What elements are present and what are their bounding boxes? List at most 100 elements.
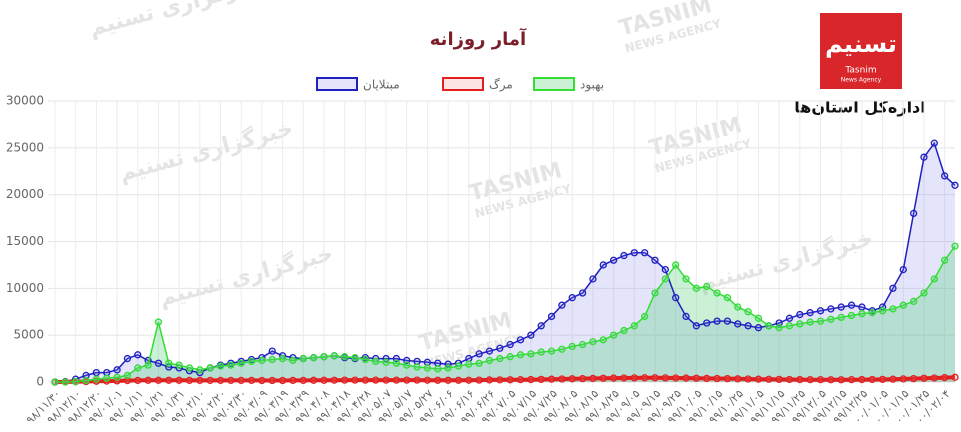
point (599, 374, 607, 382)
point (506, 353, 514, 361)
point (134, 364, 142, 372)
point (682, 312, 690, 321)
point (372, 376, 380, 384)
point (382, 376, 390, 384)
point (216, 376, 225, 385)
point (713, 317, 721, 325)
point (434, 365, 442, 373)
point (909, 297, 918, 306)
point (620, 326, 628, 335)
point (330, 376, 338, 384)
point (578, 289, 587, 297)
point (651, 289, 659, 297)
point (351, 353, 359, 362)
point (537, 375, 545, 384)
point (268, 347, 276, 355)
point (620, 251, 628, 260)
logo-sub: Tasnim (844, 66, 876, 76)
point (909, 209, 918, 218)
legend-swatch (533, 77, 575, 91)
point (858, 309, 866, 318)
point (868, 309, 876, 317)
point (496, 344, 504, 352)
point (754, 375, 763, 383)
point (630, 249, 638, 257)
point (775, 375, 783, 384)
point (858, 375, 866, 384)
watermark-fa: خبرگزاری تسنیم (696, 224, 876, 296)
point (620, 374, 628, 382)
point (144, 376, 152, 384)
point (589, 338, 597, 346)
point (423, 364, 432, 372)
point (465, 360, 473, 368)
legend-label: مرگ (489, 78, 513, 93)
point (692, 284, 701, 292)
point (506, 340, 514, 349)
point (827, 305, 835, 313)
point (703, 319, 711, 327)
point (920, 374, 928, 382)
point (837, 376, 845, 384)
point (165, 376, 173, 384)
point (847, 311, 856, 320)
point (403, 361, 411, 369)
point (299, 354, 307, 363)
point (547, 347, 556, 355)
point (392, 376, 401, 384)
point (765, 375, 773, 383)
point (289, 356, 297, 365)
point (578, 374, 587, 383)
point (609, 374, 618, 382)
legend-swatch (442, 77, 484, 91)
point (289, 376, 297, 385)
point (175, 361, 183, 369)
point (847, 376, 856, 384)
point (61, 378, 69, 386)
point (206, 376, 214, 385)
logo-text: تسنیم (825, 30, 897, 58)
y-tick-label: 5000 (13, 328, 44, 342)
point (465, 376, 473, 384)
point (651, 256, 659, 264)
point (723, 317, 732, 325)
point (568, 342, 576, 351)
point (103, 374, 111, 382)
legend-swatch (316, 77, 358, 91)
point (444, 364, 452, 372)
point (154, 359, 163, 367)
point (816, 307, 825, 315)
point (547, 375, 556, 383)
point (113, 373, 121, 381)
point (496, 354, 504, 363)
series-line (55, 245, 956, 383)
point (123, 371, 132, 380)
point (320, 376, 328, 384)
point (237, 359, 245, 367)
logo-box (820, 13, 902, 89)
point (734, 375, 742, 383)
point (878, 375, 887, 384)
point (589, 374, 597, 383)
point (672, 374, 680, 382)
y-tick-label: 0 (36, 375, 44, 389)
point (889, 284, 897, 292)
point (806, 309, 814, 317)
point (703, 282, 711, 291)
point (682, 275, 690, 283)
point (806, 376, 814, 384)
watermark-fa: خبرگزاری تسنیم (116, 114, 296, 186)
point (361, 355, 369, 364)
point (951, 242, 959, 250)
point (930, 374, 938, 382)
point (527, 375, 535, 384)
point (641, 312, 649, 321)
point (475, 350, 483, 358)
point (361, 376, 369, 384)
point (837, 303, 845, 311)
point (92, 375, 101, 383)
point (558, 301, 566, 309)
point (920, 289, 928, 297)
point (661, 265, 669, 274)
